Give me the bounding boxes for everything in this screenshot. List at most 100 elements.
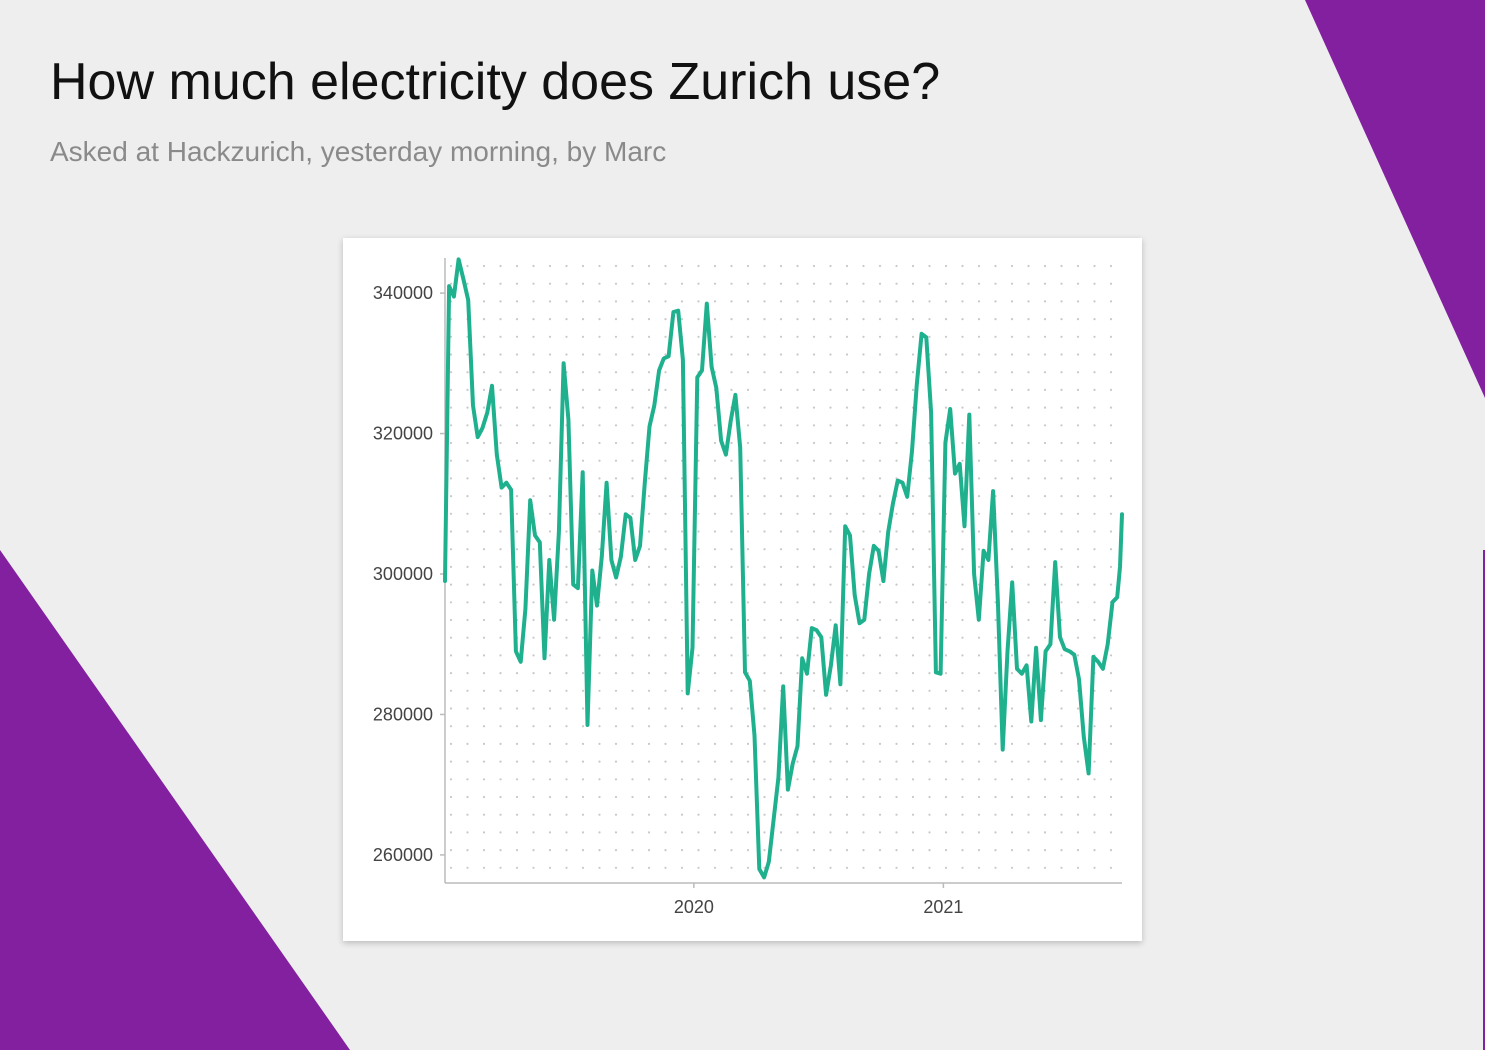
grid-dot — [1010, 672, 1014, 675]
grid-dot — [548, 742, 552, 745]
grid-dot — [647, 530, 651, 533]
grid-dot — [680, 795, 684, 799]
grid-dot — [994, 459, 997, 462]
grid-dot — [944, 548, 948, 551]
grid-dot — [466, 459, 469, 462]
grid-dot — [1076, 725, 1080, 728]
grid-dot — [515, 441, 519, 445]
grid-dot — [895, 548, 898, 551]
grid-dot — [994, 618, 997, 622]
grid-dot — [796, 831, 799, 834]
grid-dot — [532, 388, 535, 391]
grid-dot — [697, 495, 700, 498]
grid-dot — [647, 388, 651, 391]
grid-dot — [1010, 512, 1014, 515]
grid-dot — [1093, 495, 1096, 498]
grid-dot — [664, 760, 667, 763]
grid-dot — [647, 318, 651, 321]
grid-dot — [763, 300, 766, 303]
grid-dot — [812, 636, 816, 639]
grid-dot — [598, 813, 601, 816]
grid-dot — [928, 795, 931, 799]
grid-dot — [614, 424, 618, 427]
grid-dot — [928, 636, 931, 639]
grid-dot — [565, 742, 568, 745]
grid-dot — [746, 441, 750, 445]
grid-dot — [911, 636, 915, 639]
grid-dot — [614, 654, 618, 657]
grid-dot — [680, 742, 684, 745]
grid-dot — [499, 300, 502, 303]
grid-dot — [631, 778, 634, 781]
grid-dot — [515, 371, 519, 374]
grid-dot — [1060, 813, 1063, 816]
grid-dot — [977, 778, 981, 781]
grid-dot — [697, 778, 700, 781]
grid-dot — [1076, 654, 1080, 657]
grid-dot — [928, 778, 931, 781]
grid-dot — [515, 565, 519, 568]
grid-dot — [532, 831, 535, 834]
grid-dot — [515, 512, 519, 515]
grid-dot — [1043, 459, 1047, 462]
grid-dot — [895, 636, 898, 639]
grid-dot — [499, 654, 502, 657]
grid-dot — [565, 530, 568, 533]
grid-dot — [812, 300, 816, 303]
grid-dot — [614, 636, 618, 639]
grid-dot — [730, 849, 733, 852]
grid-dot — [515, 282, 519, 285]
grid-dot — [713, 813, 717, 816]
grid-dot — [812, 424, 816, 427]
grid-dot — [697, 813, 700, 816]
grid-dot — [713, 495, 717, 498]
grid-dot — [944, 565, 948, 568]
grid-dot — [680, 813, 684, 816]
grid-dot — [647, 672, 651, 675]
grid-dot — [532, 424, 535, 427]
grid-dot — [697, 548, 700, 551]
grid-dot — [977, 813, 981, 816]
grid-dot — [994, 406, 997, 409]
grid-dot — [895, 654, 898, 657]
grid-dot — [664, 353, 667, 356]
grid-dot — [1043, 760, 1047, 763]
grid-dot — [449, 477, 453, 480]
grid-dot — [482, 795, 486, 799]
grid-dot — [812, 548, 816, 551]
grid-dot — [631, 725, 634, 728]
grid-dot — [1109, 282, 1113, 285]
grid-dot — [779, 866, 783, 869]
grid-dot — [812, 282, 816, 285]
grid-dot — [1060, 459, 1063, 462]
grid-dot — [746, 530, 750, 533]
grid-dot — [1093, 264, 1096, 268]
grid-dot — [614, 849, 618, 852]
grid-dot — [548, 778, 552, 781]
grid-dot — [779, 795, 783, 799]
grid-dot — [1093, 601, 1096, 604]
grid-dot — [1109, 318, 1113, 321]
grid-dot — [895, 707, 898, 710]
grid-dot — [631, 795, 634, 799]
grid-dot — [532, 583, 535, 586]
grid-dot — [631, 760, 634, 763]
grid-dot — [845, 282, 849, 285]
grid-dot — [730, 831, 733, 834]
grid-dot — [680, 601, 684, 604]
grid-dot — [895, 725, 898, 728]
grid-dot — [730, 548, 733, 551]
grid-dot — [680, 636, 684, 639]
grid-dot — [598, 548, 601, 551]
grid-dot — [944, 689, 948, 692]
grid-dot — [532, 318, 535, 321]
grid-dot — [614, 583, 618, 586]
grid-dot — [631, 618, 634, 622]
grid-dot — [862, 813, 865, 816]
x-axis-ticks: 2020 2021 — [674, 883, 963, 917]
x-tick-label: 2020 — [674, 897, 714, 917]
grid-dot — [944, 318, 948, 321]
grid-dot — [862, 548, 865, 551]
grid-dot — [697, 672, 700, 675]
grid-dot — [994, 371, 997, 374]
